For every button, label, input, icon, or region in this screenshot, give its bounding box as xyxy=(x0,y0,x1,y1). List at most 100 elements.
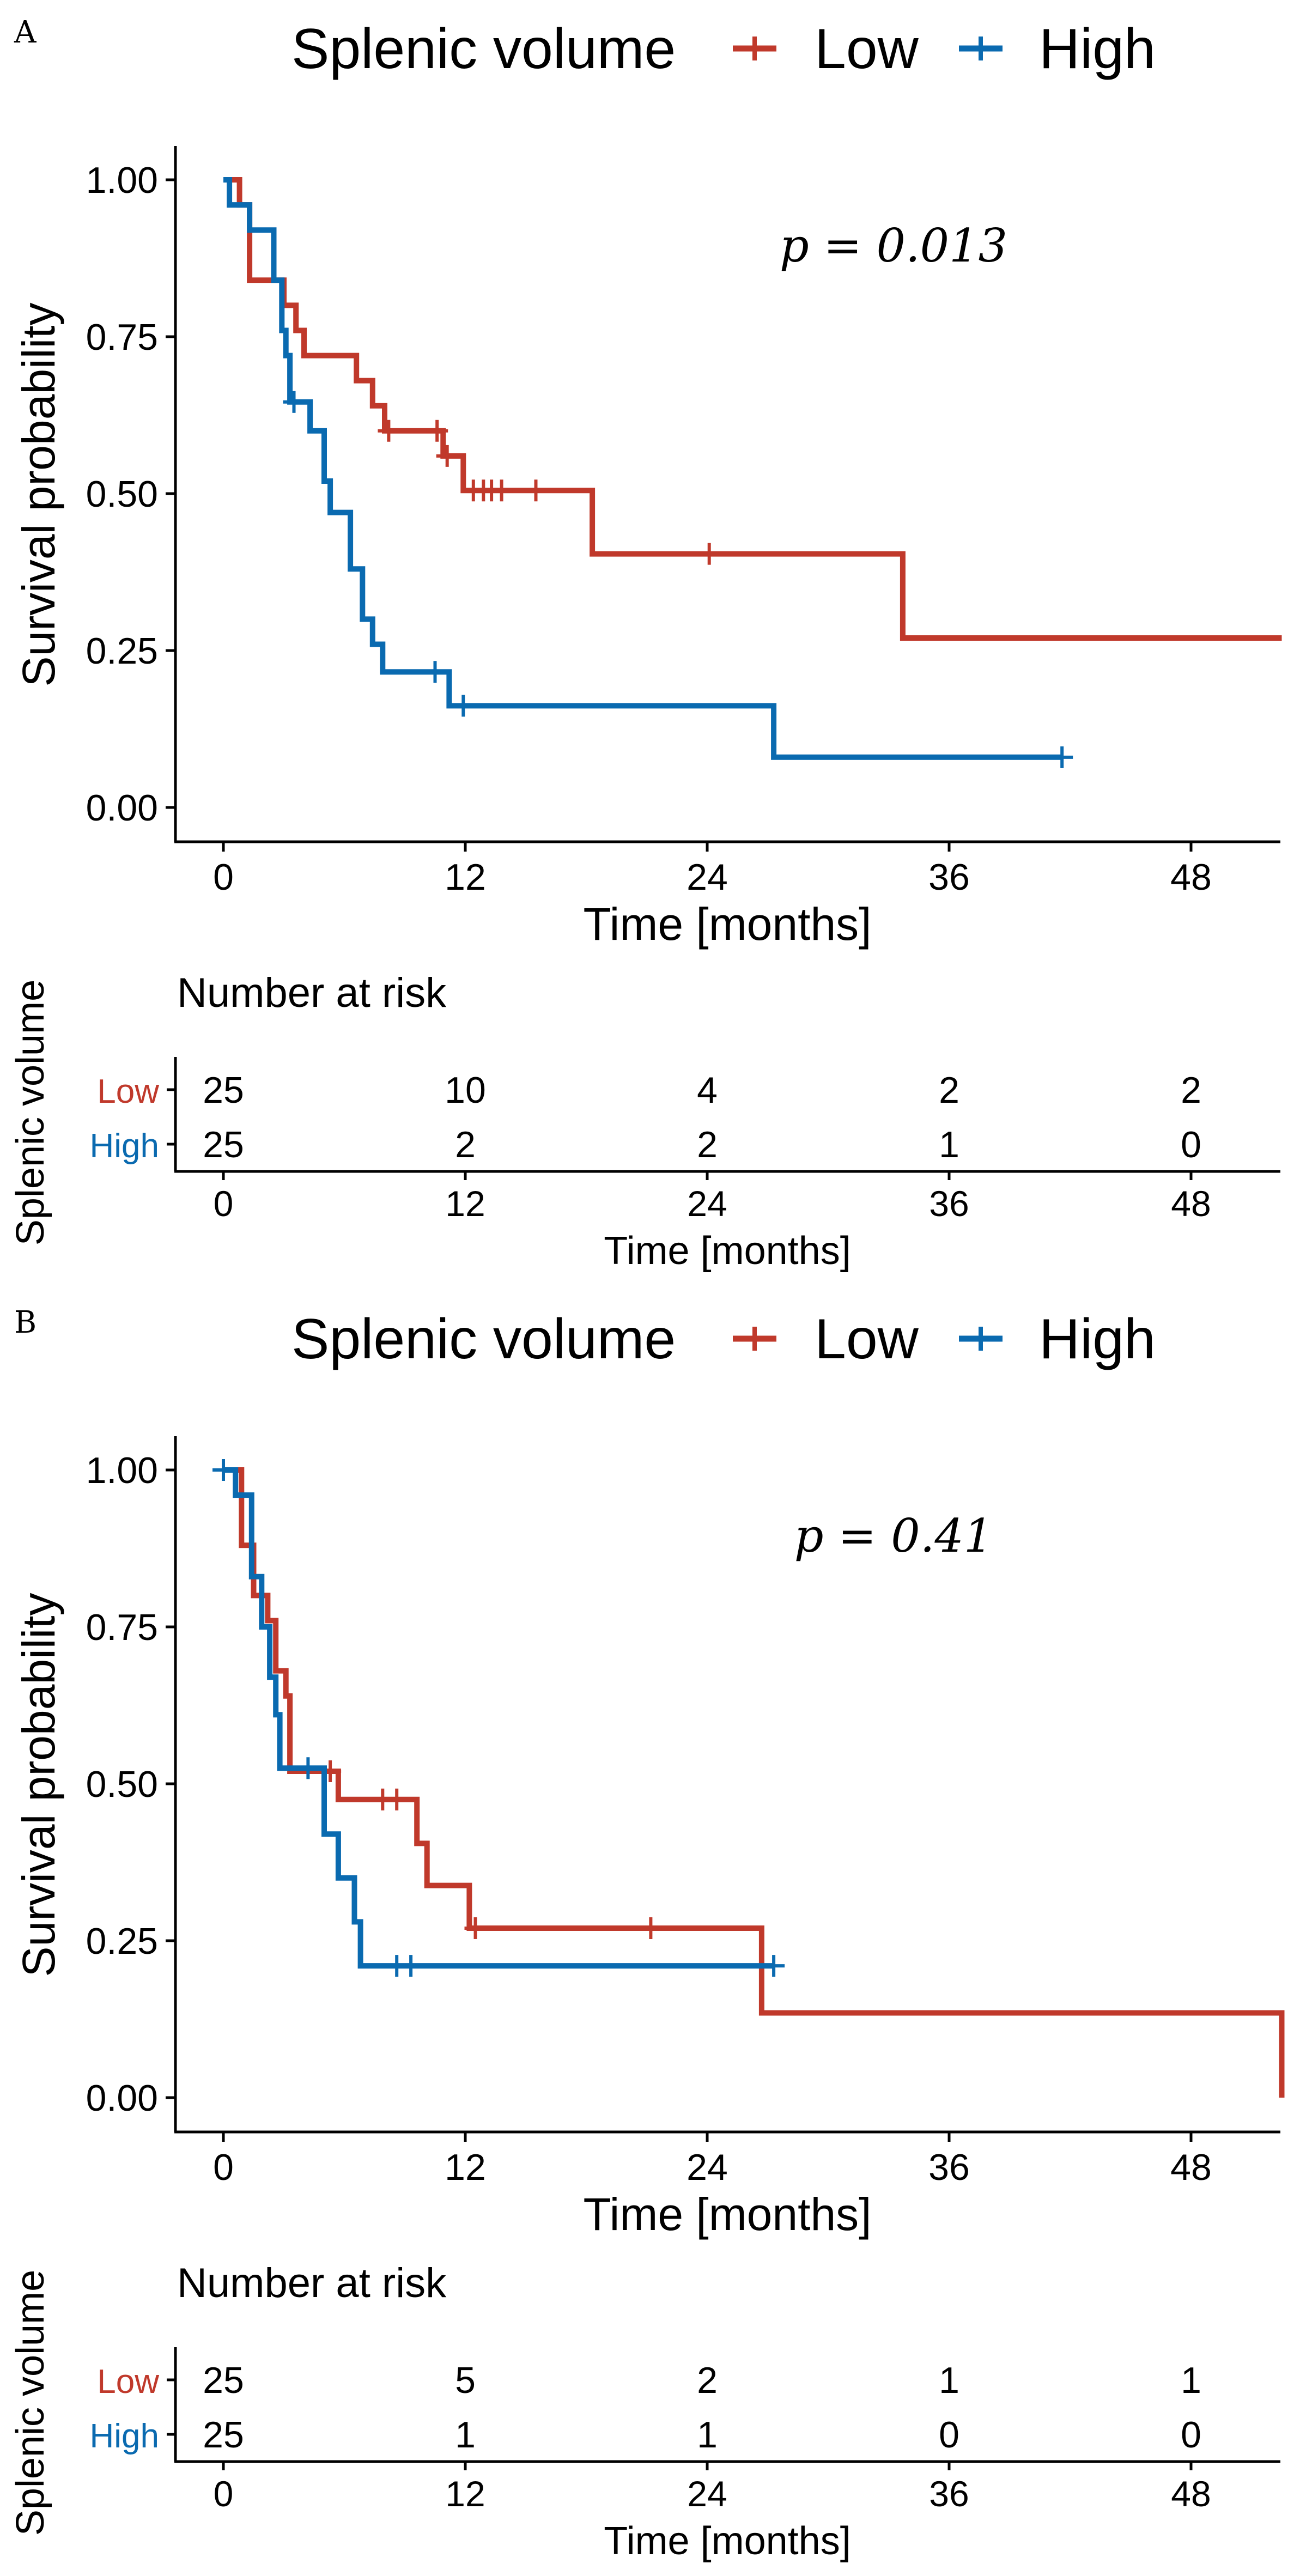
survival-curve xyxy=(223,177,1062,760)
y-axis-label: Survival probability xyxy=(13,303,64,687)
risk-count: 2 xyxy=(697,1124,718,1165)
panel-letter: A xyxy=(14,15,37,50)
censor-mark xyxy=(436,445,458,467)
risk-count: 1 xyxy=(939,2360,959,2401)
risk-x-axis-label: Time [months] xyxy=(604,1229,851,1273)
x-axis-label: Time [months] xyxy=(583,2189,871,2240)
censor-mark xyxy=(426,420,448,442)
risk-table-title: Number at risk xyxy=(177,970,447,1016)
censor-mark xyxy=(386,1788,408,1811)
y-tick-label: 0.25 xyxy=(86,630,158,672)
x-tick-label: 12 xyxy=(445,2147,486,2188)
series-low xyxy=(223,177,1282,641)
x-tick-label: 0 xyxy=(213,856,234,898)
survival-curve xyxy=(223,1467,1285,2098)
y-tick-label: 0.25 xyxy=(86,1921,158,1962)
risk-count: 2 xyxy=(939,1070,959,1111)
legend-label: High xyxy=(1039,17,1156,81)
risk-x-tick-label: 48 xyxy=(1171,1183,1211,1224)
legend-key-high: High xyxy=(959,1308,1156,1371)
risk-count: 1 xyxy=(1181,2360,1201,2401)
censor-mark xyxy=(424,661,446,683)
censor-mark xyxy=(212,1459,234,1481)
x-tick-label: 12 xyxy=(445,856,486,898)
risk-row-low: Low 25 10 4 2 2 xyxy=(97,1070,1201,1111)
censor-mark xyxy=(464,1917,487,1939)
panel-a: A Splenic volume Low High 0.00 0.25 0.50 0.75 1.… xyxy=(9,15,1282,1273)
risk-x-tick-label: 24 xyxy=(687,1183,727,1224)
y-tick-label: 0.50 xyxy=(86,473,158,515)
x-tick-label: 0 xyxy=(213,2147,234,2188)
y-tick-label: 0.00 xyxy=(86,787,158,829)
censor-mark xyxy=(452,695,475,717)
risk-row-label: Low xyxy=(97,1073,159,1110)
censor-mark xyxy=(490,479,513,502)
legend-key-high: High xyxy=(959,17,1156,81)
risk-count: 5 xyxy=(455,2360,476,2401)
panel-b: B Splenic volume Low High 0.00 0.25 0.50 0.75 1.… xyxy=(9,1305,1285,2563)
risk-count: 1 xyxy=(697,2414,718,2456)
risk-count: 25 xyxy=(203,1070,244,1111)
censor-mark xyxy=(400,1955,422,1977)
censor-mark xyxy=(763,1955,785,1977)
censor-mark xyxy=(378,420,400,442)
x-tick-label: 48 xyxy=(1170,856,1212,898)
x-tick-label: 48 xyxy=(1170,2147,1212,2188)
y-axis-label: Survival probability xyxy=(13,1593,64,1977)
risk-table-ylabel: Splenic volume xyxy=(9,2270,52,2536)
legend-title: Splenic volume xyxy=(291,1308,676,1371)
axes: 0.00 0.25 0.50 0.75 1.00 0 12 24 36 48 Time [month… xyxy=(13,146,1280,950)
risk-x-tick-label: 48 xyxy=(1171,2474,1211,2514)
risk-count: 10 xyxy=(445,1070,486,1111)
legend: Splenic volume Low High xyxy=(291,17,1156,81)
risk-x-axis-label: Time [months] xyxy=(604,2519,851,2563)
series-low xyxy=(223,1467,1285,2098)
risk-row-high: High 25 2 2 1 0 xyxy=(89,1124,1201,1165)
censor-mark xyxy=(698,543,720,565)
risk-count: 25 xyxy=(203,2360,244,2401)
legend: Splenic volume Low High xyxy=(291,1308,1156,1371)
risk-row-low: Low 25 5 2 1 1 xyxy=(97,2360,1201,2401)
y-tick-label: 0.75 xyxy=(86,317,158,358)
legend-key-low: Low xyxy=(733,1308,919,1371)
censor-mark xyxy=(640,1917,662,1939)
y-tick-label: 1.00 xyxy=(86,1450,158,1491)
risk-count: 2 xyxy=(1181,1070,1201,1111)
panel-letter: B xyxy=(14,1305,37,1340)
censor-mark xyxy=(283,391,305,413)
risk-x-tick-label: 36 xyxy=(929,2474,969,2514)
x-tick-label: 36 xyxy=(928,856,970,898)
risk-x-tick-label: 12 xyxy=(445,1183,485,1224)
y-tick-label: 0.50 xyxy=(86,1764,158,1805)
legend-label: Low xyxy=(815,17,919,81)
y-tick-label: 1.00 xyxy=(86,160,158,201)
risk-count: 0 xyxy=(1181,2414,1201,2456)
x-tick-label: 36 xyxy=(928,2147,970,2188)
legend-key-low: Low xyxy=(733,17,919,81)
risk-x-tick-label: 0 xyxy=(214,2474,234,2514)
x-tick-label: 24 xyxy=(687,856,728,898)
risk-x-tick-label: 12 xyxy=(445,2474,485,2514)
y-tick-label: 0.00 xyxy=(86,2077,158,2119)
risk-table-ylabel: Splenic volume xyxy=(9,980,52,1246)
series-high xyxy=(212,1459,785,1977)
risk-count: 4 xyxy=(697,1070,718,1111)
risk-row-label: High xyxy=(89,2417,159,2455)
risk-count: 0 xyxy=(1181,1124,1201,1165)
risk-row-high: High 25 1 1 0 0 xyxy=(89,2414,1201,2456)
p-value: p = 0.013 xyxy=(780,219,1007,272)
risk-row-label: Low xyxy=(97,2363,159,2401)
x-tick-label: 24 xyxy=(687,2147,728,2188)
risk-count: 1 xyxy=(455,2414,476,2456)
risk-count: 1 xyxy=(939,1124,959,1165)
censor-mark xyxy=(525,479,547,502)
axes: 0.00 0.25 0.50 0.75 1.00 0 12 24 36 48 Time [month… xyxy=(13,1436,1280,2240)
risk-count: 2 xyxy=(697,2360,718,2401)
legend-title: Splenic volume xyxy=(291,17,676,81)
risk-count: 25 xyxy=(203,1124,244,1165)
risk-x-tick-label: 0 xyxy=(214,1183,234,1224)
risk-count: 0 xyxy=(939,2414,959,2456)
